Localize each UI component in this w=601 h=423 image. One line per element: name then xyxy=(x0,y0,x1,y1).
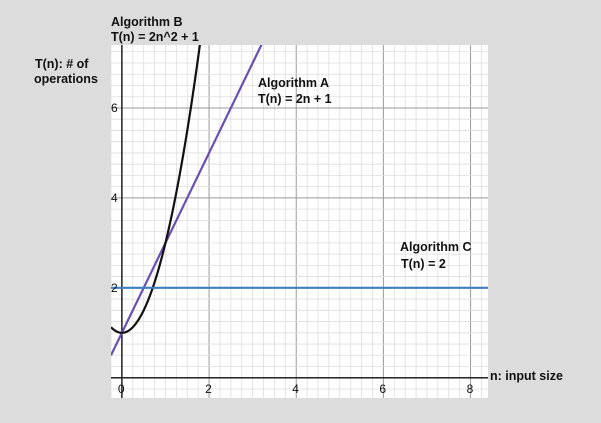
series-a-name: Algorithm A xyxy=(258,76,329,90)
plot-background xyxy=(111,45,488,398)
curves xyxy=(111,45,488,356)
series-b-line xyxy=(111,45,201,334)
axes xyxy=(111,45,488,398)
series-b-formula: T(n) = 2n^2 + 1 xyxy=(111,30,199,44)
series-a-formula: T(n) = 2n + 1 xyxy=(258,92,332,106)
series-a-line xyxy=(111,45,263,356)
x-tick-label: 2 xyxy=(205,382,212,396)
series-c-name: Algorithm C xyxy=(400,240,472,254)
x-axis-label: n: input size xyxy=(490,369,563,383)
y-tick-label: 2 xyxy=(111,281,118,295)
y-axis-label-line1: T(n): # of xyxy=(35,57,89,71)
y-tick-label: 6 xyxy=(111,101,118,115)
x-tick-label: 6 xyxy=(379,382,386,396)
y-tick-label: 4 xyxy=(111,191,118,205)
x-tick-label: 0 xyxy=(118,382,125,396)
x-tick-label: 8 xyxy=(467,382,474,396)
series-c-formula: T(n) = 2 xyxy=(401,257,446,271)
x-tick-label: 4 xyxy=(292,382,299,396)
tick-labels: 0 2 4 6 8 2 4 6 xyxy=(111,101,474,396)
y-axis-label-line2: operations xyxy=(34,72,98,86)
series-b-name: Algorithm B xyxy=(111,15,183,29)
grid xyxy=(110,45,488,398)
